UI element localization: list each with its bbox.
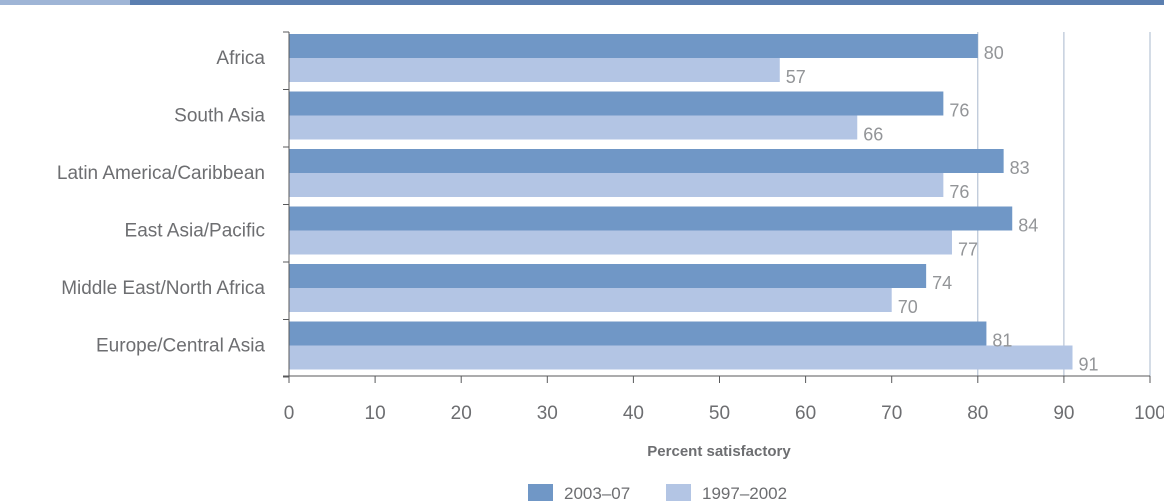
category-label: Africa [216,48,265,69]
legend: 2003–07 1997–2002 [528,484,787,501]
category-label: Middle East/North Africa [61,278,265,299]
data-label: 91 [1079,355,1099,375]
data-label: 76 [949,101,969,121]
data-label: 74 [932,273,952,293]
x-tick-label: 90 [1053,403,1074,424]
data-label: 70 [898,297,918,317]
legend-swatch-series-2 [666,484,691,501]
x-tick-label: 0 [284,403,295,424]
x-tick-label: 30 [537,403,558,424]
bar-africa-series-1 [289,34,978,58]
x-tick-label: 80 [967,403,988,424]
bar-latin-america-caribbean-series-2 [289,173,944,197]
category-labels: Africa South Asia Latin America/Caribbean E… [57,48,266,357]
bar-middle-east-north-africa-series-2 [289,288,892,312]
bar-latin-america-caribbean-series-1 [289,149,1004,173]
legend-swatch-series-1 [528,484,553,501]
gridlines [977,32,1151,376]
data-labels: 80 57 76 66 83 76 84 77 74 70 81 91 [786,43,1099,375]
x-tick-label: 50 [709,403,730,424]
bar-middle-east-north-africa-series-1 [289,264,927,288]
x-tick-label: 100 [1134,403,1164,424]
top-accent-bar [0,0,1164,5]
axes [283,31,1151,383]
x-tick-label: 10 [365,403,386,424]
bar-east-asia-pacific-series-1 [289,206,1013,231]
x-axis-title: Percent satisfactory [647,443,791,460]
top-accent-bar-highlight [0,0,130,5]
data-label: 76 [949,182,969,202]
legend-label-series-1: 2003–07 [564,484,630,501]
bar-europe-central-asia-series-2 [289,345,1073,370]
bar-south-asia-series-2 [289,115,858,140]
legend-label-series-2: 1997–2002 [702,484,787,501]
category-label: East Asia/Pacific [125,221,265,242]
bar-europe-central-asia-series-1 [289,321,987,346]
data-label: 77 [958,240,978,260]
bar-africa-series-2 [289,58,780,82]
category-label: South Asia [174,106,265,127]
category-label: Latin America/Caribbean [57,163,265,184]
x-tick-labels: 0 10 20 30 40 50 60 70 80 90 100 [284,403,1164,424]
data-label: 84 [1018,216,1038,236]
data-label: 80 [984,43,1004,63]
data-label: 83 [1010,158,1030,178]
data-label: 57 [786,67,806,87]
bar-south-asia-series-1 [289,91,944,116]
data-label: 81 [992,331,1012,351]
x-tick-label: 60 [795,403,816,424]
bar-east-asia-pacific-series-2 [289,230,952,255]
x-tick-label: 40 [623,403,644,424]
bars [289,34,1073,370]
x-tick-label: 70 [881,403,902,424]
x-tick-label: 20 [451,403,472,424]
data-label: 66 [863,125,883,145]
category-label: Europe/Central Asia [96,336,265,357]
